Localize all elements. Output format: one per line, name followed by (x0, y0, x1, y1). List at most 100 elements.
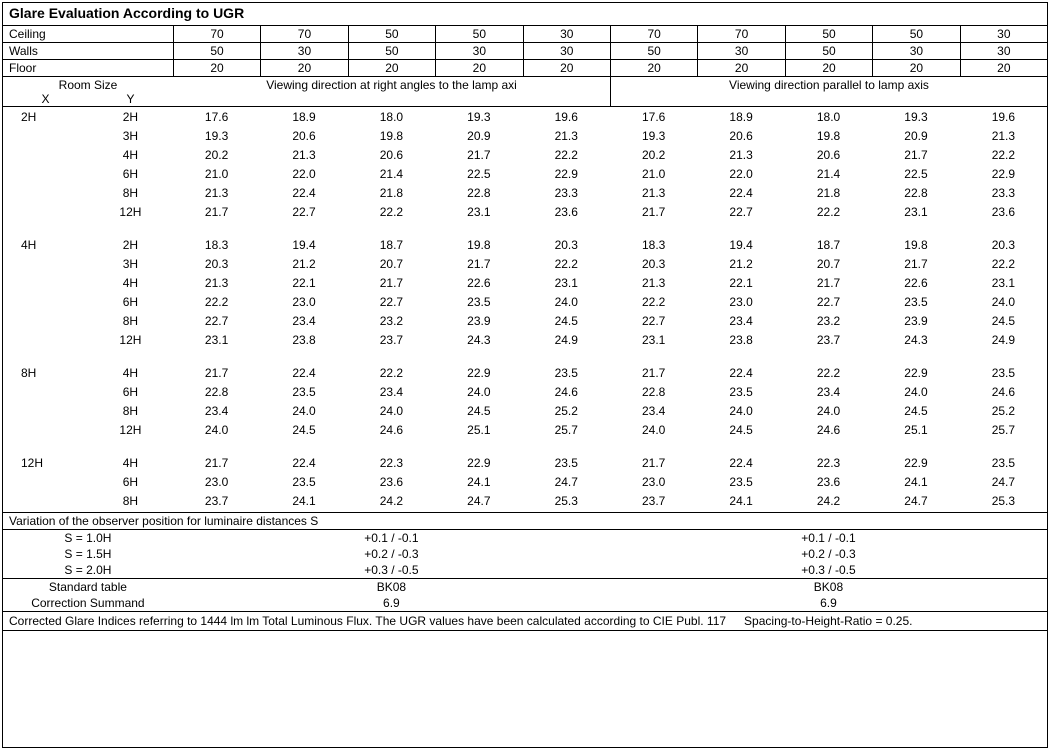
value-cell: 21.3 (173, 186, 260, 200)
data-row: 12H4H21.722.422.322.923.521.722.422.322.… (3, 453, 1047, 472)
header-label: Ceiling (3, 26, 173, 42)
value-cell: 24.0 (960, 295, 1047, 309)
value-cell: 24.6 (960, 385, 1047, 399)
variation-title: Variation of the observer position for l… (3, 513, 1047, 530)
value-cell: 21.3 (960, 129, 1047, 143)
header-cell: 50 (785, 26, 872, 42)
value-cell: 23.5 (697, 475, 784, 489)
y-cell: 2H (88, 110, 173, 124)
variation-value-left: +0.3 / -0.5 (173, 562, 610, 578)
standard-value-left: BK08 (173, 579, 610, 595)
value-cell: 23.2 (348, 314, 435, 328)
value-cell: 22.8 (872, 186, 959, 200)
header-cell: 30 (523, 26, 610, 42)
room-size-label: Room Size (3, 77, 173, 92)
value-cell: 25.1 (872, 423, 959, 437)
value-cell: 24.7 (435, 494, 522, 508)
value-cell: 24.0 (523, 295, 610, 309)
y-cell: 8H (88, 404, 173, 418)
data-row: 6H22.823.523.424.024.622.823.523.424.024… (3, 382, 1047, 401)
value-cell: 21.0 (173, 167, 260, 181)
value-cell: 22.8 (173, 385, 260, 399)
value-cell: 18.0 (785, 110, 872, 124)
header-cell: 70 (610, 26, 697, 42)
standard-value-right: BK08 (610, 579, 1047, 595)
value-cell: 18.7 (785, 238, 872, 252)
value-cell: 21.3 (260, 148, 347, 162)
variation-value-left: +0.2 / -0.3 (173, 546, 610, 562)
value-cell: 22.6 (435, 276, 522, 290)
value-cell: 22.2 (785, 205, 872, 219)
ugr-table-container: Glare Evaluation According to UGR Ceilin… (2, 2, 1048, 748)
value-cell: 20.3 (960, 238, 1047, 252)
y-cell: 6H (88, 295, 173, 309)
header-cell: 20 (348, 60, 435, 76)
header-cell: 50 (785, 43, 872, 59)
value-cell: 22.4 (260, 456, 347, 470)
value-cell: 24.0 (173, 423, 260, 437)
value-cell: 22.7 (610, 314, 697, 328)
variation-block: S = 1.0H+0.1 / -0.1+0.1 / -0.1S = 1.5H+0… (3, 530, 1047, 579)
group-gap (3, 349, 1047, 363)
y-cell: 3H (88, 129, 173, 143)
value-cell: 23.7 (785, 333, 872, 347)
value-cell: 21.7 (872, 257, 959, 271)
y-cell: 8H (88, 494, 173, 508)
value-cell: 19.4 (260, 238, 347, 252)
header-cell: 20 (872, 60, 959, 76)
value-cell: 22.5 (435, 167, 522, 181)
value-cell: 23.3 (960, 186, 1047, 200)
x-cell: 12H (3, 456, 88, 470)
data-row: 2H2H17.618.918.019.319.617.618.918.019.3… (3, 107, 1047, 126)
header-cell: 20 (260, 60, 347, 76)
header-cell: 70 (260, 26, 347, 42)
standard-block: Standard tableBK08BK08Correction Summand… (3, 579, 1047, 612)
value-cell: 22.7 (260, 205, 347, 219)
standard-value-left: 6.9 (173, 595, 610, 611)
value-cell: 19.3 (872, 110, 959, 124)
header-cell: 20 (523, 60, 610, 76)
value-cell: 20.9 (872, 129, 959, 143)
value-cell: 21.7 (610, 366, 697, 380)
standard-label: Standard table (3, 579, 173, 595)
data-row: 6H21.022.021.422.522.921.022.021.422.522… (3, 164, 1047, 183)
value-cell: 24.6 (348, 423, 435, 437)
value-cell: 20.9 (435, 129, 522, 143)
value-cell: 23.9 (435, 314, 522, 328)
data-row: 8H21.322.421.822.823.321.322.421.822.823… (3, 183, 1047, 202)
header-row: Floor20202020202020202020 (3, 60, 1047, 77)
value-cell: 23.6 (960, 205, 1047, 219)
value-cell: 24.5 (960, 314, 1047, 328)
value-cell: 25.3 (523, 494, 610, 508)
value-cell: 20.6 (260, 129, 347, 143)
header-cell: 50 (872, 26, 959, 42)
value-cell: 22.2 (523, 257, 610, 271)
header-cell: 20 (960, 60, 1047, 76)
data-row: 6H23.023.523.624.124.723.023.523.624.124… (3, 472, 1047, 491)
value-cell: 19.3 (610, 129, 697, 143)
data-row: 3H19.320.619.820.921.319.320.619.820.921… (3, 126, 1047, 145)
data-row: 12H21.722.722.223.123.621.722.722.223.12… (3, 202, 1047, 221)
value-cell: 23.9 (872, 314, 959, 328)
value-cell: 24.5 (260, 423, 347, 437)
y-cell: 12H (88, 333, 173, 347)
room-size-header: Room Size X Y (3, 77, 173, 106)
value-cell: 20.2 (173, 148, 260, 162)
value-cell: 22.2 (523, 148, 610, 162)
value-cell: 22.1 (697, 276, 784, 290)
value-cell: 22.7 (173, 314, 260, 328)
value-cell: 23.2 (785, 314, 872, 328)
value-cell: 25.7 (960, 423, 1047, 437)
value-cell: 25.7 (523, 423, 610, 437)
value-cell: 18.7 (348, 238, 435, 252)
value-cell: 18.0 (348, 110, 435, 124)
value-cell: 20.7 (785, 257, 872, 271)
table-title: Glare Evaluation According to UGR (3, 3, 1047, 26)
value-cell: 21.8 (348, 186, 435, 200)
data-row: 8H23.724.124.224.725.323.724.124.224.725… (3, 491, 1047, 510)
variation-row: S = 2.0H+0.3 / -0.5+0.3 / -0.5 (3, 562, 1047, 578)
value-cell: 21.7 (435, 257, 522, 271)
data-row: 8H23.424.024.024.525.223.424.024.024.525… (3, 401, 1047, 420)
value-cell: 18.9 (260, 110, 347, 124)
value-cell: 23.4 (173, 404, 260, 418)
